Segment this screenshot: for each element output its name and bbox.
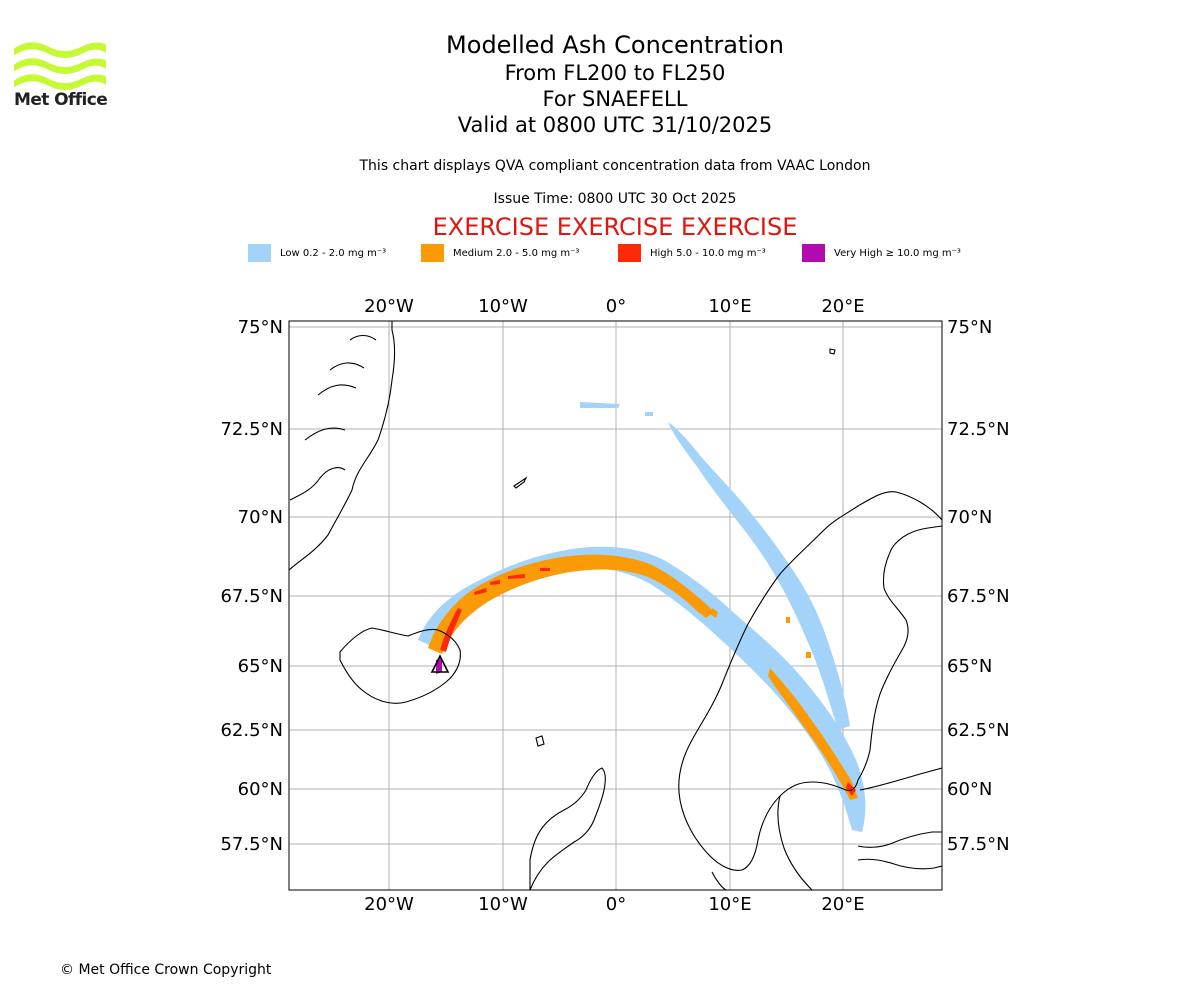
lat-label: 62.5°N — [947, 720, 1010, 741]
lat-label: 62.5°N — [220, 720, 283, 741]
lon-label: 20°E — [821, 296, 864, 317]
legend-label-high: High 5.0 - 10.0 mg m⁻³ — [650, 247, 766, 259]
lat-labels-left: 75°N 72.5°N 70°N 67.5°N 65°N 62.5°N 60°N… — [220, 317, 283, 855]
lat-label: 72.5°N — [947, 419, 1010, 440]
lat-label: 72.5°N — [220, 419, 283, 440]
lon-label: 0° — [606, 296, 626, 317]
lon-label: 10°W — [478, 296, 528, 317]
legend-item-very-high: Very High ≥ 10.0 mg m⁻³ — [802, 244, 961, 262]
lon-label: 0° — [606, 894, 626, 915]
lat-label: 75°N — [947, 317, 992, 338]
exercise-banner: EXERCISE EXERCISE EXERCISE — [432, 213, 798, 241]
lon-label: 10°E — [708, 296, 751, 317]
description-text: This chart displays QVA compliant concen… — [359, 158, 871, 174]
legend-label-medium: Medium 2.0 - 5.0 mg m⁻³ — [453, 247, 580, 259]
title-block: Modelled Ash Concentration From FL200 to… — [300, 30, 930, 138]
coastlines — [289, 321, 942, 890]
lat-label: 65°N — [947, 656, 992, 677]
lon-label: 10°E — [708, 894, 751, 915]
lat-label: 57.5°N — [947, 834, 1010, 855]
lon-label: 20°W — [364, 296, 414, 317]
lat-label: 70°N — [947, 507, 992, 528]
lon-label: 10°W — [478, 894, 528, 915]
volcano-name: For SNAEFELL — [542, 87, 688, 111]
lat-label: 57.5°N — [220, 834, 283, 855]
lat-label: 67.5°N — [220, 586, 283, 607]
ash-high — [440, 568, 856, 796]
lat-label: 60°N — [238, 779, 283, 800]
copyright-notice: © Met Office Crown Copyright — [60, 962, 272, 978]
valid-time: Valid at 0800 UTC 31/10/2025 — [457, 113, 773, 137]
legend-swatch-medium — [421, 244, 444, 262]
met-office-logo — [14, 42, 106, 90]
lon-labels-top: 20°W 10°W 0° 10°E 20°E — [364, 296, 864, 317]
ash-medium — [428, 554, 858, 800]
volcano-marker-icon — [430, 654, 450, 673]
legend-label-very-high: Very High ≥ 10.0 mg m⁻³ — [834, 247, 961, 259]
legend-swatch-low — [248, 244, 271, 262]
legend-label-low: Low 0.2 - 2.0 mg m⁻³ — [280, 247, 387, 259]
legend-item-low: Low 0.2 - 2.0 mg m⁻³ — [248, 244, 386, 262]
lat-label: 75°N — [238, 317, 283, 338]
legend-item-high: High 5.0 - 10.0 mg m⁻³ — [618, 244, 766, 262]
ash-low — [418, 402, 866, 832]
map-frame — [288, 320, 943, 891]
lat-label: 60°N — [947, 779, 992, 800]
legend-swatch-very-high — [802, 244, 825, 262]
lon-label: 20°W — [364, 894, 414, 915]
lat-label: 70°N — [238, 507, 283, 528]
lat-label: 67.5°N — [947, 586, 1010, 607]
lat-labels-right: 75°N 72.5°N 70°N 67.5°N 65°N 62.5°N 60°N… — [947, 317, 1010, 855]
flight-levels: From FL200 to FL250 — [504, 61, 726, 85]
lon-label: 20°E — [821, 894, 864, 915]
logo-wordmark: Met Office — [14, 90, 108, 110]
lat-label: 65°N — [238, 656, 283, 677]
issue-time: Issue Time: 0800 UTC 30 Oct 2025 — [493, 191, 737, 207]
lon-labels-bottom: 20°W 10°W 0° 10°E 20°E — [364, 894, 864, 915]
legend-item-medium: Medium 2.0 - 5.0 mg m⁻³ — [421, 244, 579, 262]
legend-swatch-high — [618, 244, 641, 262]
chart-title: Modelled Ash Concentration — [446, 31, 784, 59]
